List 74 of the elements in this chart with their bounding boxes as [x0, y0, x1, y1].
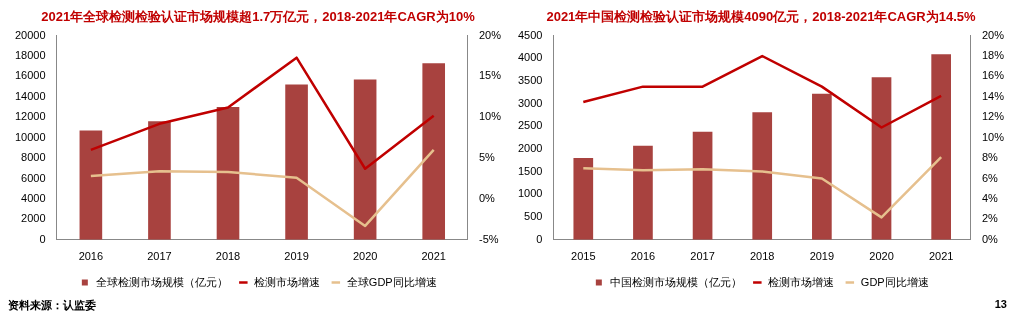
y2-tick-label: 12% [981, 110, 1005, 123]
bar [353, 79, 377, 240]
y2-tick-label: 5% [478, 151, 496, 164]
x-tick-label: 2016 [630, 250, 656, 263]
chart-title: 2021年中国检测检验认证市场规模4090亿元，2018-2021年CAGR为14.5% [546, 9, 977, 25]
y-tick-label: 2000 [517, 142, 543, 155]
bar [812, 93, 832, 240]
legend-label: 检测市场增速 [254, 275, 321, 288]
y2-tick-label: 14% [981, 89, 1005, 102]
y2-tick-label: 15% [478, 69, 502, 82]
y-tick-label: 1000 [517, 187, 543, 200]
x-tick-label: 2021 [928, 250, 954, 263]
x-tick-label: 2017 [147, 250, 172, 263]
bar [692, 131, 713, 240]
y-tick-label: 2500 [517, 119, 543, 132]
x-tick-label: 2019 [809, 250, 835, 263]
x-tick-label: 2017 [690, 250, 715, 263]
y-tick-label: 10000 [14, 130, 46, 143]
y-tick-label: 6000 [21, 171, 46, 184]
y2-tick-label: -5% [478, 232, 499, 245]
x-tick-label: 2015 [571, 250, 596, 263]
x-tick-label: 2021 [421, 250, 446, 263]
legend-label: 检测市场增速 [768, 275, 835, 288]
bar [633, 145, 653, 240]
y-tick-label: 8000 [21, 151, 46, 164]
bar [931, 54, 951, 240]
x-tick-label: 2019 [284, 250, 309, 263]
y-tick-label: 14000 [14, 89, 46, 102]
text: 13 [994, 298, 1007, 310]
bar [752, 112, 773, 240]
y2-tick-label: 4% [981, 191, 999, 204]
y-tick-label: 20000 [14, 28, 46, 41]
bar [285, 84, 308, 240]
y-tick-label: 1500 [517, 164, 543, 177]
y-tick-label: 18000 [14, 49, 46, 62]
y-tick-label: 0 [536, 232, 543, 245]
y2-tick-label: 0% [478, 191, 496, 204]
y-tick-label: 4500 [517, 28, 543, 41]
y2-tick-label: 10% [478, 110, 502, 123]
y2-tick-label: 6% [981, 171, 999, 184]
y-tick-label: 3000 [517, 96, 543, 109]
y2-tick-label: 8% [981, 151, 999, 164]
legend-label: 全球检测市场规模（亿元） [95, 275, 228, 288]
chart-title: 2021年全球检测检验认证市场规模超1.7万亿元，2018-2021年CAGR为10% [41, 9, 476, 25]
y-tick-label: 4000 [21, 191, 46, 204]
bar [422, 63, 446, 240]
y-tick-label: 2000 [21, 212, 46, 225]
y2-tick-label: 10% [981, 130, 1005, 143]
legend-label: GDP同比增速 [860, 275, 929, 288]
y2-tick-label: 0% [981, 232, 999, 245]
x-tick-label: 2018 [215, 250, 241, 263]
bar [871, 77, 892, 240]
bar [216, 107, 240, 240]
y-tick-label: 0 [39, 232, 46, 245]
x-tick-label: 2016 [78, 250, 104, 263]
x-tick-label: 2020 [352, 250, 378, 263]
y2-tick-label: 20% [981, 28, 1005, 41]
y2-tick-label: 18% [981, 49, 1005, 62]
text: 资料来源：认监委 [8, 299, 96, 311]
bar [148, 121, 171, 240]
x-tick-label: 2018 [749, 250, 775, 263]
y-tick-label: 3500 [517, 74, 543, 87]
bar [573, 158, 594, 240]
legend-label: 全球GDP同比增速 [346, 275, 437, 288]
x-tick-label: 2020 [869, 250, 894, 263]
y2-tick-label: 20% [478, 28, 502, 41]
y-tick-label: 16000 [14, 69, 46, 82]
y-tick-label: 12000 [14, 110, 46, 123]
y-tick-label: 4000 [517, 51, 543, 64]
bar [79, 130, 103, 240]
legend-label: 中国检测市场规模（亿元） [609, 275, 742, 288]
y2-tick-label: 16% [981, 69, 1005, 82]
y-tick-label: 500 [524, 210, 543, 223]
y2-tick-label: 2% [981, 212, 999, 225]
